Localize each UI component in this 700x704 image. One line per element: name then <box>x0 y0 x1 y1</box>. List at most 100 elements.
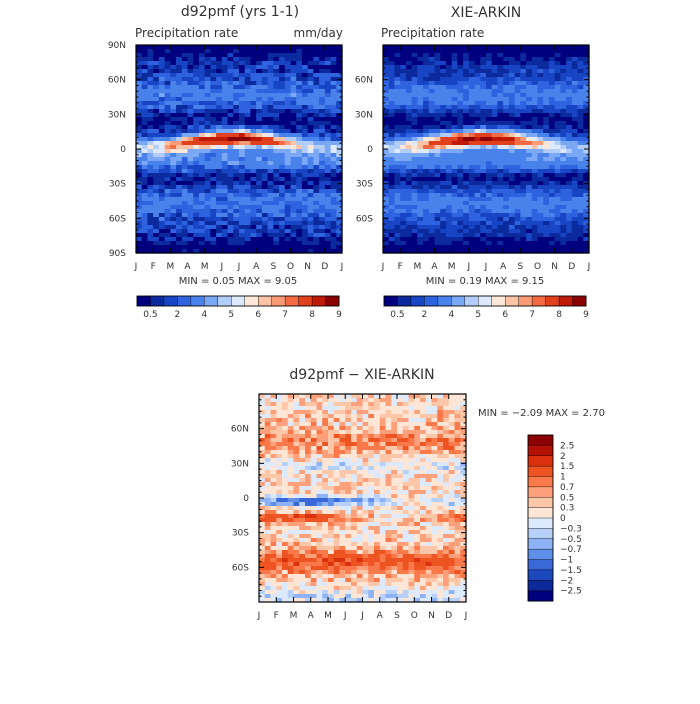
heatmap-cell <box>233 97 239 102</box>
heatmap-cell <box>313 77 319 82</box>
heatmap-cell <box>250 121 256 126</box>
heatmap-cell <box>322 474 328 479</box>
heatmap-cell <box>228 141 234 146</box>
heatmap-cell <box>268 149 274 154</box>
heatmap-cell <box>285 125 291 130</box>
heatmap-cell <box>205 177 211 182</box>
heatmap-cell <box>250 213 256 218</box>
heatmap-cell <box>302 137 308 142</box>
heatmap-cell <box>142 45 148 50</box>
heatmap-cell <box>193 177 199 182</box>
heatmap-cell <box>423 137 429 142</box>
heatmap-cell <box>256 65 262 70</box>
heatmap-cell <box>176 157 182 162</box>
heatmap-cell <box>282 498 288 503</box>
heatmap-cell <box>345 402 351 407</box>
heatmap-cell <box>159 173 165 178</box>
heatmap-cell <box>313 181 319 186</box>
heatmap-cell <box>273 213 279 218</box>
heatmap-cell <box>351 486 357 491</box>
heatmap-cell <box>296 113 302 118</box>
heatmap-cell <box>440 77 446 82</box>
heatmap-cell <box>319 129 325 134</box>
heatmap-cell <box>302 209 308 214</box>
heatmap-cell <box>429 53 435 58</box>
heatmap-cell <box>543 69 549 74</box>
heatmap-cell <box>317 490 323 495</box>
heatmap-cell <box>340 442 346 447</box>
heatmap-cell <box>308 229 314 234</box>
heatmap-cell <box>446 121 452 126</box>
heatmap-cell <box>319 89 325 94</box>
heatmap-cell <box>406 237 412 242</box>
heatmap-cell <box>205 221 211 226</box>
x-tick-label: M <box>448 262 456 272</box>
heatmap-cell <box>262 153 268 158</box>
heatmap-cell <box>311 466 317 471</box>
heatmap-cell <box>176 69 182 74</box>
heatmap-cell <box>308 93 314 98</box>
heatmap-cell <box>233 137 239 142</box>
heatmap-cell <box>322 454 328 459</box>
heatmap-cell <box>452 233 458 238</box>
heatmap-cell <box>165 77 171 82</box>
heatmap-cell <box>182 101 188 106</box>
heatmap-cell <box>245 237 251 242</box>
heatmap-cell <box>216 121 222 126</box>
heatmap-cell <box>549 81 555 86</box>
heatmap-cell <box>351 470 357 475</box>
heatmap-cell <box>412 241 418 246</box>
heatmap-cell <box>319 57 325 62</box>
heatmap-cell <box>566 129 572 134</box>
heatmap-cell <box>406 169 412 174</box>
heatmap-cell <box>228 205 234 210</box>
heatmap-cell <box>159 53 165 58</box>
heatmap-cell <box>515 89 521 94</box>
heatmap-cell <box>262 69 268 74</box>
panel1-subtitle-right: mm/day <box>294 26 344 40</box>
heatmap-cell <box>509 197 515 202</box>
heatmap-cell <box>543 125 549 130</box>
heatmap-cell <box>452 189 458 194</box>
heatmap-cell <box>435 205 441 210</box>
heatmap-cell <box>457 53 463 58</box>
heatmap-cell <box>503 233 509 238</box>
heatmap-cell <box>302 77 308 82</box>
heatmap-cell <box>299 474 305 479</box>
heatmap-cell <box>455 406 461 411</box>
heatmap-cell <box>305 478 311 483</box>
heatmap-cell <box>182 73 188 78</box>
heatmap-cell <box>555 141 561 146</box>
heatmap-cell <box>345 470 351 475</box>
heatmap-cell <box>331 113 337 118</box>
heatmap-cell <box>409 446 415 451</box>
heatmap-cell <box>147 89 153 94</box>
heatmap-cell <box>449 430 455 435</box>
heatmap-cell <box>509 149 515 154</box>
heatmap-cell <box>406 233 412 238</box>
heatmap-cell <box>228 181 234 186</box>
heatmap-cell <box>170 185 176 190</box>
heatmap-cell <box>437 454 443 459</box>
heatmap-cell <box>515 81 521 86</box>
heatmap-cell <box>176 221 182 226</box>
heatmap-cell <box>406 81 412 86</box>
heatmap-cell <box>147 93 153 98</box>
heatmap-cell <box>538 121 544 126</box>
heatmap-cell <box>560 173 566 178</box>
heatmap-cell <box>509 57 515 62</box>
heatmap-cell <box>455 422 461 427</box>
heatmap-cell <box>555 173 561 178</box>
heatmap-cell <box>420 454 426 459</box>
heatmap-cell <box>475 93 481 98</box>
heatmap-cell <box>142 61 148 66</box>
heatmap-cell <box>560 129 566 134</box>
heatmap-cell <box>313 109 319 114</box>
heatmap-cell <box>426 458 432 463</box>
heatmap-cell <box>256 157 262 162</box>
heatmap-cell <box>188 233 194 238</box>
heatmap-cell <box>351 490 357 495</box>
heatmap-cell <box>572 89 578 94</box>
heatmap-cell <box>397 398 403 403</box>
heatmap-cell <box>549 85 555 90</box>
